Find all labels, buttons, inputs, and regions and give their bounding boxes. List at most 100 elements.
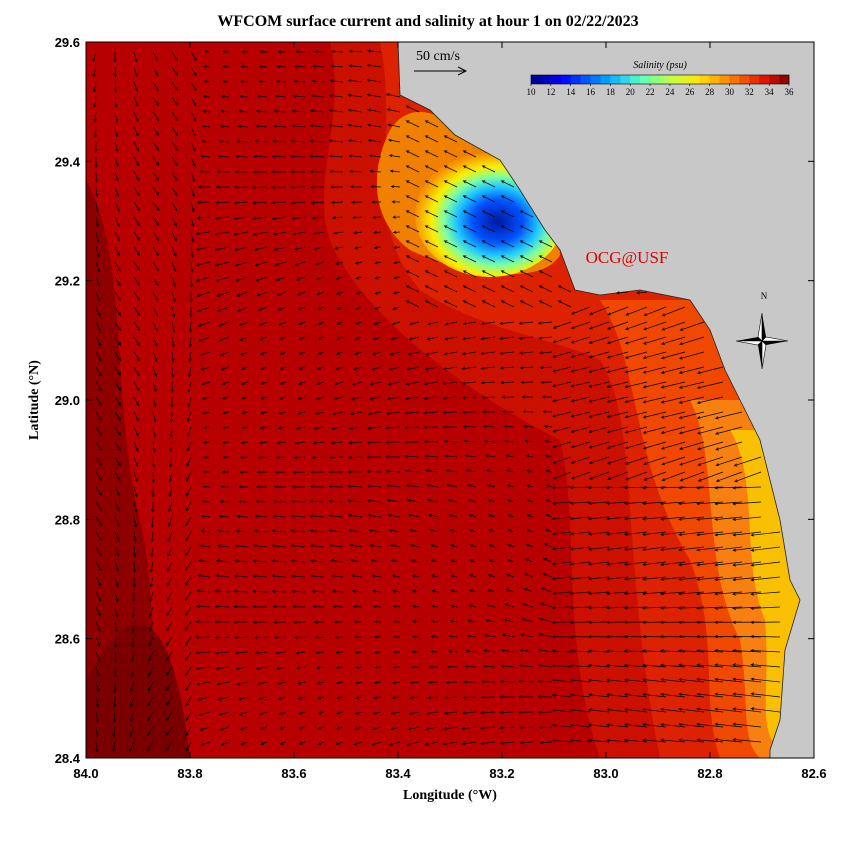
current-arrow [114,411,121,421]
current-arrow [588,396,610,403]
current-arrow [545,484,553,488]
current-arrow [114,516,120,527]
current-arrow [373,246,382,250]
current-arrow [253,529,268,533]
current-arrow [234,261,249,267]
current-arrow [259,426,268,430]
current-arrow [488,514,496,518]
current-arrow [334,261,344,265]
current-arrow [273,499,287,504]
current-arrow [678,531,705,537]
current-arrow [317,336,325,340]
current-arrow [526,484,534,488]
current-arrow [349,169,363,174]
colorbar-tick-label: 32 [745,87,754,97]
current-arrow [462,210,477,218]
current-arrow [388,366,401,371]
current-arrow [481,395,496,400]
current-arrow [272,231,287,236]
current-arrow [714,546,743,552]
current-arrow [309,499,325,503]
current-arrow [424,366,439,371]
current-arrow [466,634,477,638]
current-arrow [95,381,102,392]
current-arrow [408,528,420,533]
current-arrow [350,411,363,416]
colorbar-swatch [610,75,621,84]
current-arrow [624,351,648,359]
current-arrow [95,366,102,377]
current-arrow [569,693,591,698]
current-arrow [392,680,401,685]
current-arrow [190,261,194,273]
current-arrow [202,485,211,489]
current-arrow [352,215,363,220]
current-arrow [272,124,287,128]
current-arrow [353,231,363,235]
colorbar-tick-label: 36 [785,87,795,97]
current-arrow [171,321,176,333]
current-arrow [354,650,363,654]
current-arrow [296,411,306,415]
current-arrow [391,200,401,204]
current-arrow [642,692,667,698]
current-arrow [551,501,572,505]
current-arrow [335,351,344,355]
current-arrow [678,707,705,713]
current-arrow [168,471,173,483]
current-arrow [298,711,306,715]
colorbar-swatch [669,75,681,84]
current-arrow [696,738,724,743]
current-arrow [732,648,762,653]
current-arrow [347,139,363,143]
current-arrow [507,529,515,533]
current-arrow [114,351,122,361]
current-arrow [241,381,249,385]
current-arrow [152,81,159,92]
current-arrow [240,741,249,746]
current-arrow [405,469,420,473]
current-arrow [309,559,325,563]
current-arrow [217,154,230,159]
current-arrow [114,561,119,573]
current-arrow [587,649,610,653]
current-arrow [347,123,363,128]
current-arrow [95,261,100,273]
current-arrow [696,411,724,420]
current-arrow [185,696,192,707]
current-arrow [641,501,667,506]
current-arrow [714,738,743,743]
current-arrow [410,665,420,669]
current-arrow [678,516,705,521]
current-arrow [411,589,420,593]
current-arrow [130,681,135,693]
current-arrow [152,276,159,287]
current-arrow [257,94,268,98]
current-arrow [552,351,572,358]
current-arrow [278,711,287,715]
current-arrow [635,291,648,295]
current-arrow [623,708,648,713]
current-arrow [233,589,249,593]
current-arrow [95,396,102,407]
current-arrow [133,546,137,558]
current-arrow [443,135,458,143]
current-arrow [481,225,496,233]
current-arrow [587,723,610,728]
current-arrow [260,411,268,415]
current-arrow [328,108,344,113]
current-arrow [241,396,249,400]
current-arrow [184,636,192,646]
current-arrow [442,381,458,386]
current-arrow [462,300,477,308]
current-arrow [499,321,515,325]
current-arrow [570,351,591,359]
current-arrow [410,680,420,685]
title: WFCOM surface current and salinity at ho… [217,13,638,30]
current-arrow [605,606,629,610]
current-arrow [443,351,458,356]
current-arrow [714,516,743,521]
current-arrow [351,574,363,578]
current-arrow [374,665,382,669]
current-arrow [642,441,667,450]
